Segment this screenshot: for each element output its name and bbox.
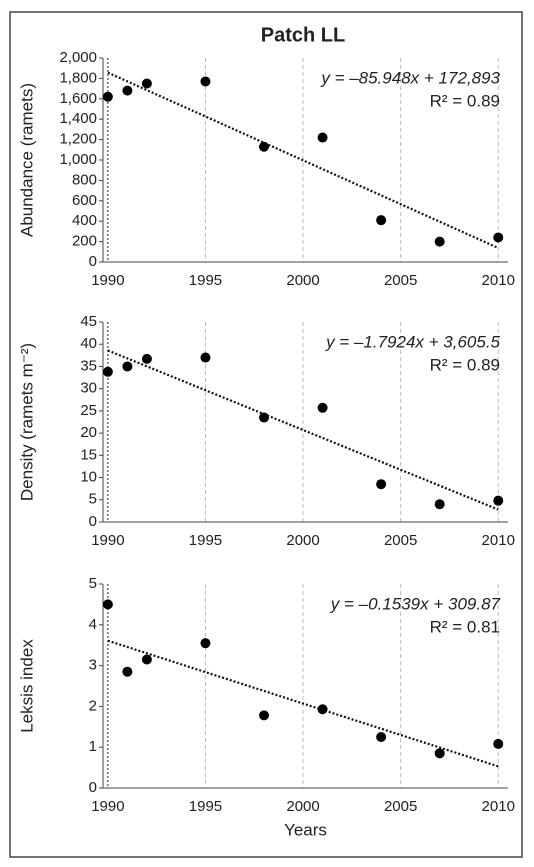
data-point [317,704,328,715]
equation: y = –0.1539x + 309.87 [330,594,501,613]
y-tick-label: 5 [89,491,97,508]
x-tick-label: 2000 [286,798,319,815]
y-axis-label: Density (ramets m⁻²) [17,343,36,501]
y-tick-label: 5 [89,575,97,592]
chart-title: Patch LL [261,24,345,46]
data-point [317,132,328,143]
data-point [200,352,211,363]
y-tick-label: 0 [89,513,97,530]
data-point [376,732,387,742]
y-tick-label: 1,400 [59,110,97,127]
data-point [122,85,133,96]
data-point [200,76,211,87]
y-tick-label: 45 [80,313,97,330]
x-tick-label: 2005 [384,532,417,549]
y-axis-label: Leksis index [17,639,36,733]
x-tick-label: 2010 [482,532,515,549]
y-tick-label: 0 [89,253,97,270]
x-tick-label: 1990 [91,532,124,549]
trend-line [107,71,499,249]
x-tick-label: 2000 [286,272,319,289]
data-point [493,738,504,749]
r-squared: R² = 0.81 [430,617,500,636]
data-point [376,215,387,226]
r-squared: R² = 0.89 [430,91,500,110]
y-tick-label: 800 [72,171,97,188]
data-point [434,499,445,510]
x-tick-label: 2005 [384,798,417,815]
data-point [200,638,211,649]
data-point [122,666,133,677]
y-tick-label: 1,000 [59,151,97,168]
x-tick-label: 1995 [189,798,222,815]
y-tick-label: 1,200 [59,131,97,148]
data-point [493,495,504,506]
x-tick-label: 1995 [189,532,222,549]
x-axis-label: Years [284,820,327,839]
y-tick-label: 30 [80,380,97,397]
data-point [141,353,152,364]
x-tick-label: 2000 [286,532,319,549]
data-point [376,479,387,490]
x-tick-label: 2010 [482,272,515,289]
y-tick-label: 10 [80,469,97,486]
equation: y = –85.948x + 172,893 [320,68,500,87]
y-tick-label: 0 [89,779,97,796]
y-tick-label: 1 [89,738,97,755]
y-tick-label: 35 [80,357,97,374]
y-tick-label: 600 [72,192,97,209]
data-point [122,361,133,372]
x-tick-label: 2005 [384,272,417,289]
x-tick-label: 2010 [482,798,515,815]
data-point [493,232,504,243]
y-tick-label: 3 [89,657,97,674]
data-point [141,78,152,89]
x-tick-label: 1995 [189,272,222,289]
data-point [434,236,445,247]
y-tick-label: 400 [72,212,97,229]
data-point [259,141,270,152]
data-point [259,412,270,423]
y-tick-label: 20 [80,424,97,441]
data-point [102,91,113,102]
y-axis-label: Abundance (ramets) [17,83,36,237]
y-tick-label: 25 [80,402,97,419]
data-point [102,599,113,610]
r-squared: R² = 0.89 [430,355,500,374]
y-tick-label: 40 [80,335,97,352]
y-tick-label: 2,000 [59,49,97,66]
data-point [259,710,270,721]
data-point [102,366,113,377]
x-tick-label: 1990 [91,272,124,289]
x-tick-label: 1990 [91,798,124,815]
trend-line [107,639,499,768]
y-tick-label: 200 [72,233,97,250]
data-point [141,654,152,665]
y-tick-label: 1,800 [59,69,97,86]
y-tick-label: 1,600 [59,90,97,107]
data-point [434,748,445,759]
data-point [317,402,328,413]
equation: y = –1.7924x + 3,605.5 [325,332,500,351]
y-tick-label: 4 [89,616,97,633]
y-tick-label: 15 [80,446,97,463]
y-tick-label: 2 [89,697,97,714]
